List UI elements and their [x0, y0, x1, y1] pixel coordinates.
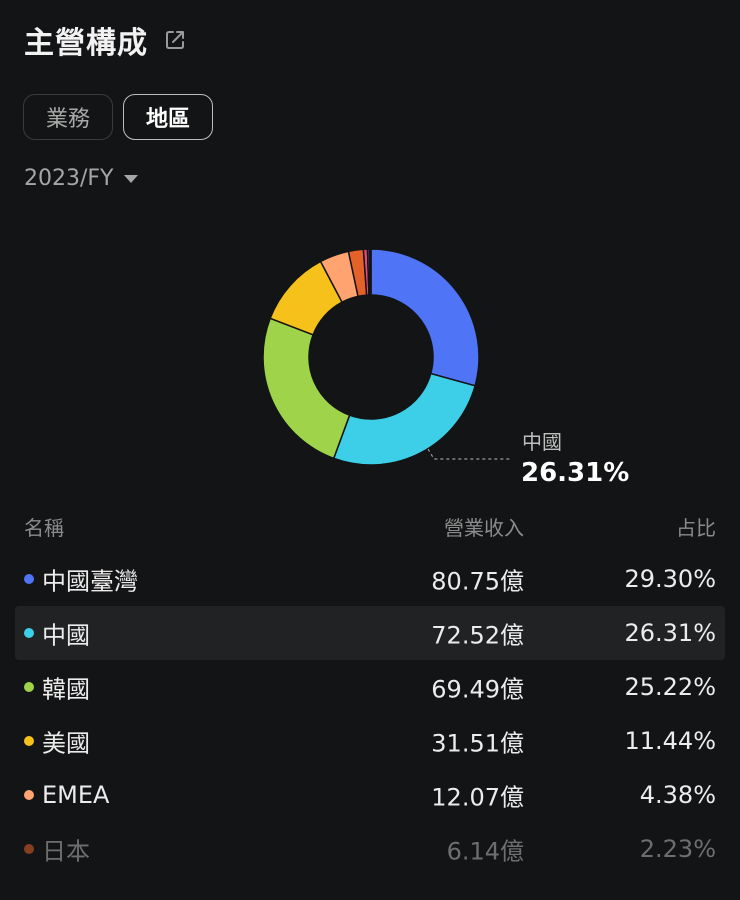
share-icon[interactable] [164, 29, 186, 51]
legend-dot [24, 844, 34, 854]
segment-tabs: 業務 地區 [23, 94, 214, 140]
tab-region[interactable]: 地區 [123, 94, 214, 140]
table-header: 名稱 營業收入 占比 [0, 512, 740, 546]
legend-dot [24, 628, 34, 638]
title-row: 主營構成 [24, 18, 186, 62]
row-revenue: 72.52億 [431, 621, 524, 650]
header-name: 名稱 [24, 516, 64, 540]
callout-name: 中國 [522, 430, 562, 454]
row-revenue: 69.49億 [431, 675, 524, 704]
header-revenue: 營業收入 [444, 516, 524, 540]
table-row[interactable]: EMEA 12.07億 4.38% [0, 768, 740, 822]
table-row-selected[interactable]: 中國 72.52億 26.31% [15, 606, 725, 660]
row-name: 美國 [42, 729, 90, 758]
table-row[interactable]: 中國臺灣 80.75億 29.30% [0, 552, 740, 606]
row-name: EMEA [42, 781, 110, 809]
legend-dot [24, 790, 34, 800]
donut-slice-1[interactable] [370, 248, 480, 387]
callout-percent: 26.31% [521, 458, 630, 488]
donut-chart [262, 248, 510, 466]
tab-business[interactable]: 業務 [23, 94, 114, 140]
row-share: 11.44% [624, 727, 716, 755]
table-row[interactable]: 美國 31.51億 11.44% [0, 714, 740, 768]
row-share: 26.31% [624, 619, 716, 647]
caret-down-icon [123, 174, 138, 183]
header-share: 占比 [676, 516, 716, 540]
row-name: 日本 [42, 837, 90, 866]
row-share: 2.23% [639, 835, 716, 863]
legend-dot [24, 574, 34, 584]
donut-slice-2[interactable] [332, 372, 477, 466]
page-title: 主營構成 [24, 26, 148, 61]
donut-slice-3[interactable] [262, 317, 351, 460]
callout-leader-line [427, 448, 510, 460]
legend-dot [24, 736, 34, 746]
row-revenue: 80.75億 [431, 567, 524, 596]
period-selector[interactable]: 2023/FY [24, 166, 138, 191]
region-list: 中國臺灣 80.75億 29.30% 中國 72.52億 26.31% 韓國 6… [0, 552, 740, 876]
row-revenue: 31.51億 [431, 729, 524, 758]
row-name: 中國 [42, 621, 90, 650]
row-revenue: 12.07億 [431, 783, 524, 812]
donut-slice-9[interactable] [368, 248, 372, 296]
legend-dot [24, 682, 34, 692]
row-share: 4.38% [639, 781, 716, 809]
row-name: 中國臺灣 [42, 567, 138, 596]
row-revenue: 6.14億 [446, 837, 524, 866]
row-share: 29.30% [624, 565, 716, 593]
table-row[interactable]: 韓國 69.49億 25.22% [0, 660, 740, 714]
row-name: 韓國 [42, 675, 90, 704]
row-share: 25.22% [624, 673, 716, 701]
period-label: 2023/FY [24, 166, 114, 191]
table-row[interactable]: 日本 6.14億 2.23% [0, 822, 740, 876]
